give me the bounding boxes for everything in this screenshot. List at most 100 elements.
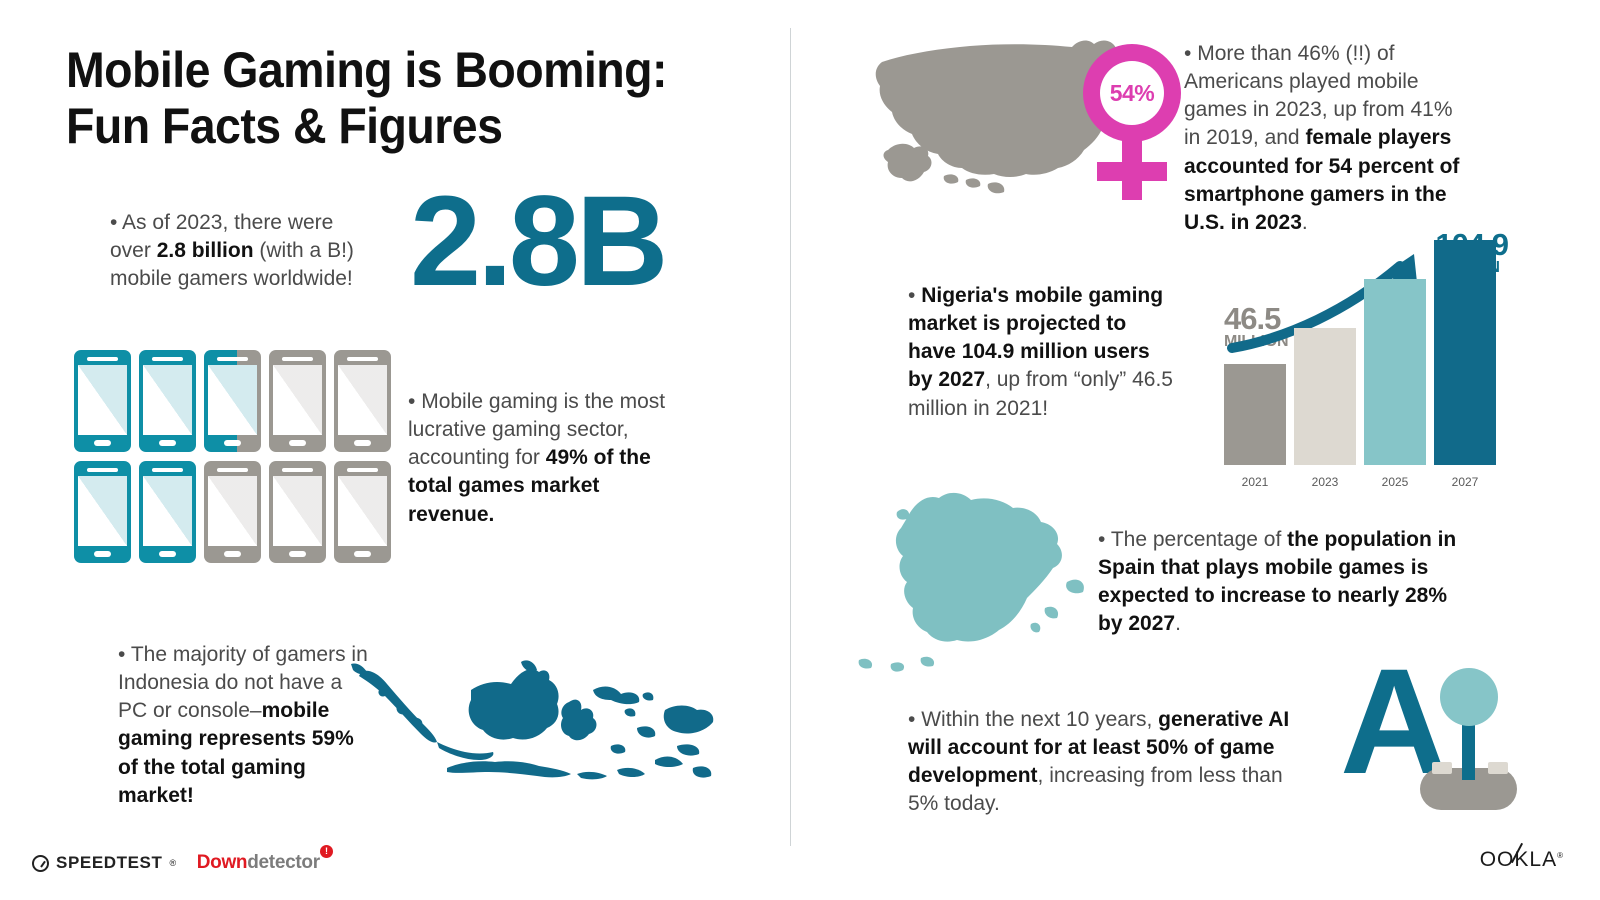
phone-speaker-icon <box>87 357 118 361</box>
phone-speaker-icon <box>282 468 313 472</box>
bullet-bold-nigeria-104-9: Nigeria's mobile gaming market is projec… <box>908 284 1164 392</box>
bullet-text-part-2: . <box>1301 210 1308 234</box>
bullet-nigeria-market: • Nigeria's mobile gaming market is proj… <box>908 282 1173 423</box>
bullet-bold-59-percent: mobile gaming represents 59% of the tota… <box>118 699 354 807</box>
phone-home-button-icon <box>354 551 371 557</box>
bullet-text-part-1: As of 2023, there were over <box>110 211 334 263</box>
bullet-dot: • <box>110 211 118 234</box>
phone-speaker-icon <box>152 468 183 472</box>
bullet-spain-population: • The percentage of the population in Sp… <box>1098 526 1473 639</box>
speedtest-logo: SPEEDTEST ® <box>32 853 177 873</box>
bullet-text-part-1: Mobile gaming is the most lucrative gami… <box>408 390 666 470</box>
phone-icon-empty-9 <box>269 461 326 563</box>
bullet-text-part-2: , increasing from less than 5% today. <box>908 764 1283 816</box>
phone-grid-49-percent <box>74 350 394 566</box>
speedtest-trademark: ® <box>169 858 177 868</box>
column-divider <box>790 28 791 846</box>
bullet-worldwide-gamers: • As of 2023, there were over 2.8 billio… <box>110 209 375 293</box>
bullet-market-revenue: • Mobile gaming is the most lucrative ga… <box>408 388 678 529</box>
phone-home-button-icon <box>289 440 306 446</box>
bullet-text-part-1: The percentage of <box>1110 528 1288 551</box>
joystick-button-right-icon <box>1488 762 1508 774</box>
chart-bar-2027 <box>1434 240 1496 467</box>
nigeria-users-bar-chart: 46.5 MILLION 104.9 MILLION 2021 2023 202… <box>1218 229 1509 495</box>
bullet-dot: • <box>908 708 916 731</box>
bullet-dot: • <box>908 284 916 307</box>
ookla-trademark: ® <box>1557 851 1564 860</box>
downdetector-wordmark-detector: detector <box>247 852 320 873</box>
bullet-dot: • <box>118 643 126 666</box>
speedtest-wordmark: SPEEDTEST <box>56 853 163 872</box>
bullet-usa-players: • More than 46% (!!) of Americans played… <box>1184 40 1474 237</box>
bullet-text-part-1: Within the next 10 years, <box>921 708 1159 731</box>
chart-bar-2023 <box>1294 328 1356 467</box>
phone-speaker-icon <box>87 468 118 472</box>
bullet-dot: • <box>1184 42 1192 65</box>
phone-home-button-icon <box>354 440 371 446</box>
phone-speaker-icon <box>347 357 378 361</box>
phone-icon-empty-4 <box>269 350 326 452</box>
phone-icon-empty-10 <box>334 461 391 563</box>
joystick-button-left-icon <box>1432 762 1452 774</box>
bullet-bold-female-players: female players accounted for 54 percent … <box>1184 126 1460 234</box>
page-title-line-1: Mobile Gaming is Booming: <box>66 42 667 98</box>
joystick-stick-icon <box>1462 718 1475 780</box>
chart-tick-2023: 2023 <box>1311 475 1339 489</box>
phone-home-button-icon <box>159 440 176 446</box>
ookla-logo: OOK LA® <box>1479 842 1564 872</box>
phone-home-button-icon <box>94 440 111 446</box>
phone-speaker-icon <box>282 357 313 361</box>
bullet-bold-49-percent: 49% of the total games market revenue. <box>408 446 651 526</box>
female-symbol-cross <box>1097 162 1167 181</box>
chart-plot-area: 46.5 MILLION 104.9 MILLION <box>1218 229 1509 467</box>
phone-icon-empty-8 <box>204 461 261 563</box>
phone-speaker-icon <box>152 357 183 361</box>
bullet-text-part-2: . <box>1175 612 1181 636</box>
joystick-ball-icon <box>1440 668 1498 726</box>
female-percentage-badge: 54% <box>1100 61 1164 125</box>
chart-axis-line <box>1218 465 1508 467</box>
downdetector-logo: Downdetector ! <box>197 845 333 874</box>
footer-brand-logos: SPEEDTEST ® Downdetector ! <box>32 845 333 874</box>
phone-icon-filled-7 <box>139 461 196 563</box>
phone-icon-empty-5 <box>334 350 391 452</box>
ai-joystick-graphic: A <box>1340 646 1517 810</box>
phone-home-button-icon <box>289 551 306 557</box>
phone-home-button-icon <box>224 551 241 557</box>
indonesia-map <box>325 650 715 795</box>
big-stat-2-8b: 2.8B <box>410 170 668 313</box>
ookla-letter-l: L <box>1529 848 1543 871</box>
bullet-text-part-1: More than 46% (!!) of Americans played m… <box>1184 42 1453 150</box>
bullet-bold-spain-28-percent: the population in Spain that plays mobil… <box>1098 528 1457 636</box>
page-title: Mobile Gaming is Booming: Fun Facts & Fi… <box>66 42 717 154</box>
female-symbol-ring: 54% <box>1083 44 1181 142</box>
speedometer-icon <box>32 854 49 872</box>
phone-speaker-icon <box>217 357 248 361</box>
chart-tick-2021: 2021 <box>1241 475 1269 489</box>
ookla-letter-o2: O <box>1497 848 1515 871</box>
ookla-letter-a: A <box>1542 848 1558 871</box>
bullet-dot: • <box>408 390 416 413</box>
phone-icon-filled-6 <box>74 461 131 563</box>
phone-speaker-icon <box>347 468 378 472</box>
phone-icon-filled-2 <box>139 350 196 452</box>
chart-bar-2021 <box>1224 364 1286 467</box>
phone-home-button-icon <box>224 440 241 446</box>
phone-speaker-icon <box>217 468 248 472</box>
bullet-text-part-1: The majority of gamers in Indonesia do n… <box>118 643 368 723</box>
downdetector-alert-badge-icon: ! <box>319 845 333 858</box>
phone-icon-filled-1 <box>74 350 131 452</box>
bullet-bold-ai-50-percent: generative AI will account for at least … <box>908 708 1290 788</box>
spain-map <box>845 478 1090 678</box>
phone-home-button-icon <box>159 551 176 557</box>
chart-tick-2025: 2025 <box>1381 475 1409 489</box>
phone-icon-half-filled-3 <box>204 350 261 452</box>
ookla-letter-o1: O <box>1479 848 1498 871</box>
usa-map <box>866 32 1156 212</box>
bullet-bold-2-8-billion: 2.8 billion <box>156 239 254 263</box>
bullet-dot: • <box>1098 528 1106 551</box>
ookla-letter-k: K <box>1511 842 1529 872</box>
phone-home-button-icon <box>94 551 111 557</box>
bullet-text-part-1: , up from “only” 46.5 million in 2021! <box>908 368 1173 420</box>
